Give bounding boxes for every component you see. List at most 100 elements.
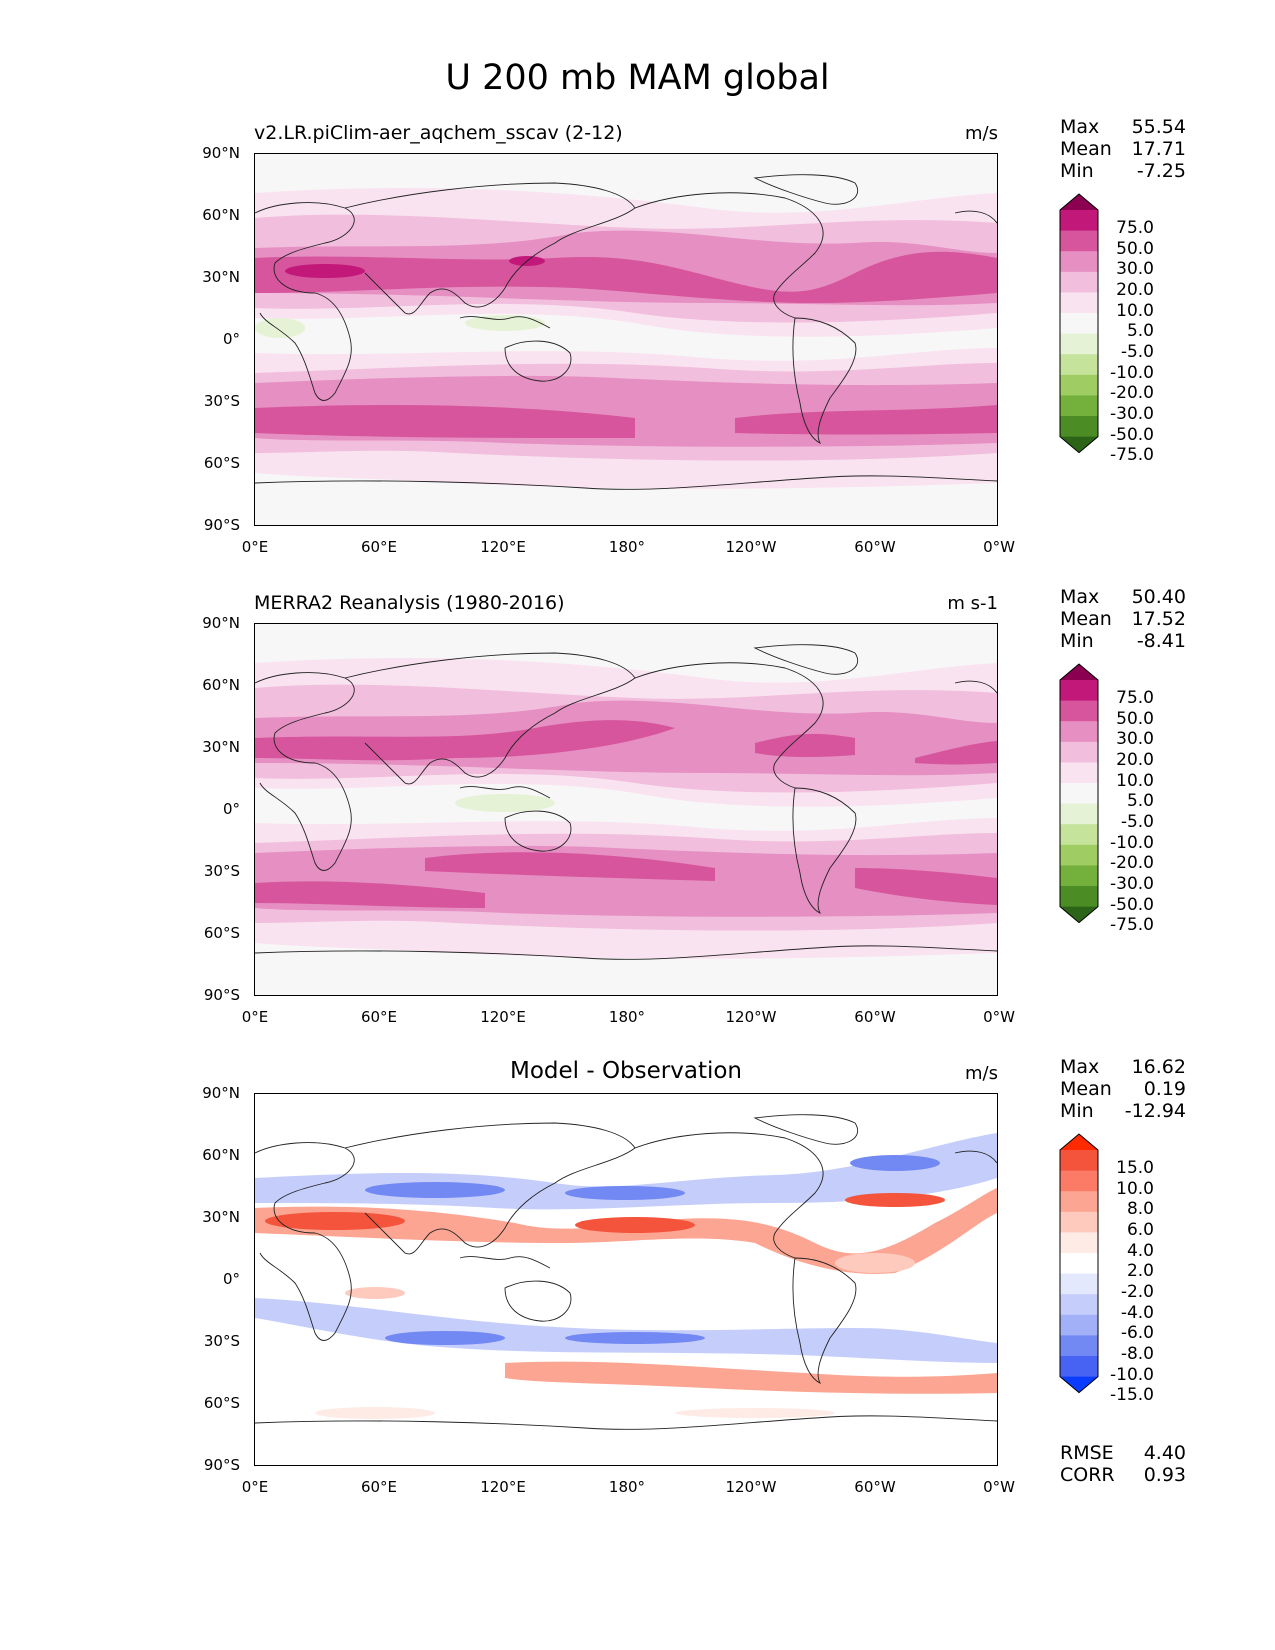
- lon-label: 120°E: [480, 1478, 526, 1496]
- panel-title: MERRA2 Reanalysis (1980-2016): [254, 592, 565, 614]
- contour-band-pos6: [505, 1361, 997, 1394]
- coastline: [255, 202, 355, 401]
- colorbar-extend-min: [1060, 906, 1098, 923]
- panel-units: m s-1: [947, 593, 998, 614]
- contour-band-neg10: [565, 1186, 685, 1200]
- coastlines: [255, 1114, 997, 1430]
- stat-min-value: -7.25: [1136, 160, 1186, 182]
- contour-band-neg5: [255, 318, 305, 338]
- lat-label: 60°N: [202, 1146, 240, 1164]
- colorbar-label: -6.0: [1120, 1323, 1154, 1343]
- contour-band-neg6: [255, 1298, 997, 1363]
- colorbar-extend-max: [1060, 664, 1098, 680]
- contour-band-50: [255, 881, 485, 908]
- coastline: [344, 182, 636, 315]
- colorbar-label: -30.0: [1110, 874, 1154, 894]
- lat-label: 0°: [222, 800, 240, 818]
- stat-corr-label: CORR: [1060, 1464, 1115, 1486]
- contour-band-pos4: [345, 1287, 405, 1299]
- colorbar-segment: [1060, 1211, 1098, 1233]
- coastline: [954, 680, 997, 694]
- contour-band-50: [255, 405, 635, 438]
- colorbar-label: -20.0: [1110, 383, 1154, 403]
- stat-rmse-label: RMSE: [1060, 1442, 1114, 1464]
- lon-label: 0°E: [241, 1478, 269, 1496]
- coastline: [753, 174, 858, 205]
- colorbar-segment: [1060, 1170, 1098, 1192]
- stat-min-label: Min: [1060, 1100, 1094, 1122]
- map-frame: [254, 1093, 998, 1466]
- lat-label: 60°S: [203, 924, 240, 942]
- coastline: [792, 787, 857, 915]
- stat-corr-value: 0.93: [1143, 1464, 1186, 1486]
- colorbar-label: 20.0: [1116, 750, 1154, 770]
- colorbar-segment: [1060, 1294, 1098, 1316]
- lat-label: 30°S: [203, 1332, 240, 1350]
- lon-label: 60°W: [854, 538, 896, 556]
- colorbar-label: -75.0: [1110, 445, 1154, 465]
- colorbar-label: 10.0: [1116, 771, 1154, 791]
- lat-label: 30°S: [203, 392, 240, 410]
- coastline: [792, 1257, 857, 1385]
- map-frame: [254, 153, 998, 526]
- colorbar-extend-max: [1060, 1134, 1098, 1150]
- colorbar-label: 15.0: [1116, 1158, 1154, 1178]
- colorbar-label: -10.0: [1110, 833, 1154, 853]
- coastline: [459, 316, 551, 329]
- colorbar-label: 75.0: [1116, 688, 1154, 708]
- stat-max-label: Max: [1060, 586, 1100, 608]
- colorbar-label: -15.0: [1110, 1385, 1154, 1405]
- colorbar-outline: [1059, 663, 1099, 924]
- colorbar-segment: [1060, 292, 1098, 314]
- stat-max-value: 50.40: [1131, 586, 1186, 608]
- colorbar-label: 6.0: [1126, 1220, 1154, 1240]
- colorbar-segment: [1060, 1335, 1098, 1357]
- stat-max-label: Max: [1060, 116, 1100, 138]
- colorbar: [1059, 663, 1099, 924]
- stat-max-label: Max: [1060, 1056, 1100, 1078]
- colorbar-label: 30.0: [1116, 259, 1154, 279]
- colorbar-segment: [1060, 1356, 1098, 1377]
- colorbar-label: 5.0: [1126, 321, 1154, 341]
- stat-min-label: Min: [1060, 160, 1094, 182]
- stat-max-value: 55.54: [1131, 116, 1186, 138]
- colorbar-segment: [1060, 354, 1098, 376]
- contour-band-pos10: [265, 1211, 405, 1231]
- lon-label: 60°E: [360, 1008, 398, 1026]
- colorbar-segment: [1060, 741, 1098, 763]
- contour-band-50: [755, 733, 855, 758]
- colorbar-label: -4.0: [1120, 1303, 1154, 1323]
- contour-band-neg5: [455, 794, 555, 812]
- colorbar-label: -50.0: [1110, 895, 1154, 915]
- colorbar-label: -10.0: [1110, 1365, 1154, 1385]
- contour-band-50: [255, 720, 675, 761]
- contour-band-pos10: [575, 1217, 695, 1233]
- colorbar-segment: [1060, 1273, 1098, 1295]
- lon-label: 0°W: [983, 538, 1015, 556]
- colorbar-label: -50.0: [1110, 425, 1154, 445]
- coastline: [504, 340, 572, 382]
- lon-label: 120°W: [725, 1008, 777, 1026]
- colorbar-label: -10.0: [1110, 363, 1154, 383]
- coastline: [255, 475, 997, 490]
- contour-band-neg10: [850, 1155, 940, 1171]
- colorbar-label: -5.0: [1120, 342, 1154, 362]
- lon-label: 180°: [608, 1478, 646, 1496]
- lat-label: 90°N: [202, 614, 240, 632]
- contour-band-75: [285, 264, 365, 278]
- stat-mean-label: Mean: [1060, 138, 1112, 160]
- colorbar-label: 50.0: [1116, 239, 1154, 259]
- colorbar-segment: [1060, 803, 1098, 825]
- colorbar-segment: [1060, 374, 1098, 396]
- panel-units: m/s: [965, 123, 998, 144]
- coastline: [954, 210, 997, 224]
- map-background: [255, 1093, 997, 1465]
- coastline: [344, 652, 636, 785]
- colorbar-segment: [1060, 1150, 1098, 1171]
- coastline: [255, 672, 355, 871]
- stat-min-label: Min: [1060, 630, 1094, 652]
- colorbar-segment: [1060, 783, 1098, 804]
- colorbar-label: -5.0: [1120, 812, 1154, 832]
- coastline: [255, 1415, 997, 1430]
- colorbar-label: 10.0: [1116, 301, 1154, 321]
